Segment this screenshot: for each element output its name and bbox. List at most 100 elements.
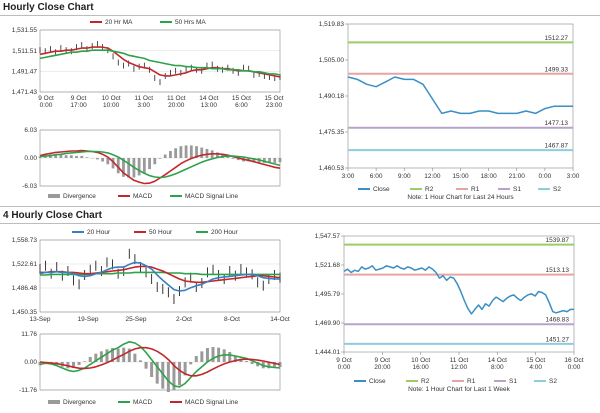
divergence-bar [83, 361, 87, 362]
divergence-bar [233, 355, 237, 362]
four-hourly-price-chart: 20 Hour 50 Hour 200 Hour 1,558.73 1,522.61 1,… [12, 229, 290, 323]
legend-divergence-label: Divergence [63, 193, 96, 200]
divergence-bar [166, 362, 170, 392]
h1-price-xtick-date: 10 Oct [102, 95, 121, 102]
h4-close-xtick-time: 0:00 [338, 364, 351, 371]
hourly-macd-chart: 6.03 0.00 -6.03 Divergence MACD MACD Signal L… [22, 127, 282, 200]
close-line [347, 76, 573, 115]
divergence-bar [205, 348, 209, 362]
divergence-bar [144, 362, 148, 369]
legend-50hrs-ma-label: 50 Hrs MA [175, 19, 206, 26]
h4-macd-ytick-label: -11.76 [19, 387, 37, 394]
macd-line [39, 149, 281, 185]
h1-close-xtick-label: 15:00 [452, 173, 469, 180]
h4-close-xtick-time: 4:00 [529, 364, 542, 371]
divergence-bar [217, 347, 221, 362]
divergence-bar [138, 360, 142, 362]
h1-price-xtick-date: 14 Oct [199, 95, 218, 102]
h1-price-xtick-time: 17:00 [70, 102, 87, 109]
h4-price-xtick-label: 2-Oct [176, 316, 192, 323]
level-s2-label: 1451.27 [546, 336, 570, 343]
legend-200-hour-label: 200 Hour [211, 229, 239, 236]
divergence-bar [272, 362, 276, 368]
legend-r2-label: R2 [425, 186, 434, 193]
h1-price-xtick-date: 11 Oct [134, 95, 153, 102]
divergence-bar [153, 158, 157, 165]
h1-close-ytick-label: 1,460.53 [319, 165, 345, 172]
h4-close-xtick-time: 8:00 [491, 364, 504, 371]
divergence-bar [161, 362, 165, 389]
legend-divergence-label: Divergence [63, 399, 96, 406]
level-s2-label: 1467.87 [545, 143, 569, 150]
level-r2-label: 1512.27 [545, 35, 569, 42]
h1-price-ytick-label: 1,491.47 [12, 69, 38, 76]
h1-close-xtick-label: 6:00 [370, 173, 383, 180]
divergence-bar [54, 154, 58, 158]
divergence-bar [194, 356, 198, 362]
divergence-bar [106, 158, 110, 165]
h4-price-plot-frame [39, 239, 281, 313]
h1-price-xtick-time: 10:00 [103, 102, 120, 109]
legend-s1-label: S1 [509, 378, 517, 385]
h4-price-xtick-label: 8-Oct [224, 316, 240, 323]
hourly-section-title: Hourly Close Chart [3, 2, 94, 13]
divergence-bar [195, 146, 198, 158]
divergence-bar [184, 145, 188, 158]
divergence-bar [94, 353, 98, 362]
divergence-bar [155, 362, 159, 384]
divergence-bar [150, 362, 154, 377]
h1-price-ytick-label: 1,531.55 [12, 27, 38, 34]
h4-close-xtick-time: 20:00 [374, 364, 391, 371]
divergence-bar [215, 152, 219, 158]
macd-signal-line [39, 150, 281, 179]
divergence-bar [256, 362, 260, 367]
h1-close-ytick-label: 1,475.35 [319, 129, 345, 136]
four-hourly-close-levels-chart: 1,547.57 1,521.68 1,495.79 1,469.90 1,444.01… [315, 233, 584, 393]
h4-close-xtick-date: 16 Oct [564, 357, 583, 364]
h4-price-ytick-label: 1,558.73 [12, 237, 38, 244]
h1-close-xtick-label: 12:00 [424, 173, 441, 180]
level-r2-label: 1539.87 [546, 237, 570, 244]
divergence-bar [105, 349, 109, 362]
divergence-bar [245, 361, 249, 362]
legend-macd-signal-label: MACD Signal Line [185, 399, 238, 406]
h4-price-xtick-label: 14-Oct [270, 316, 290, 323]
legend-close-label: Close [369, 378, 386, 385]
h1-close-ytick-label: 1,505.00 [319, 57, 345, 64]
h1-close-xtick-label: 0:00 [539, 173, 552, 180]
divergence-bar [174, 148, 178, 158]
divergence-bar [137, 158, 141, 176]
divergence-bar [172, 362, 176, 391]
divergence-bar [179, 146, 183, 158]
h4-price-xtick-label: 19-Sep [78, 316, 99, 323]
legend-macd-signal-label: MACD Signal Line [185, 193, 238, 200]
h4-close-ytick-label: 1,444.01 [315, 349, 341, 356]
h1-price-xtick-date: 15 Oct [264, 95, 283, 102]
h1-price-xtick-date: 9 Oct [38, 95, 54, 102]
h1-price-xtick-time: 13:00 [201, 102, 218, 109]
divergence-bar [122, 158, 125, 177]
divergence-bar [133, 353, 137, 362]
divergence-bar [158, 158, 162, 159]
macd-line [39, 341, 281, 388]
top-divider [0, 15, 600, 16]
h4-close-ytick-label: 1,547.57 [315, 233, 341, 240]
divergence-bar [142, 158, 146, 174]
divergence-bar [252, 158, 256, 163]
divergence-bar [183, 362, 187, 376]
divergence-bar [95, 158, 99, 160]
h4-close-xtick-date: 10 Oct [411, 357, 430, 364]
divergence-bar [111, 158, 115, 169]
divergence-bar [226, 156, 230, 158]
divergence-bar [80, 155, 84, 158]
divergence-bar [169, 151, 172, 158]
divergence-bar [211, 347, 215, 362]
h4-price-xtick-label: 25-Sep [126, 316, 147, 323]
divergence-bar [77, 362, 81, 365]
h4-close-xtick-date: 11 Oct [450, 357, 469, 364]
h1-price-xtick-date: 11 Oct [167, 95, 186, 102]
divergence-bar [262, 158, 266, 163]
h1-macd-ytick-label: 6.03 [24, 127, 37, 134]
divergence-bar [116, 158, 120, 174]
h4-close-xtick-time: 16:00 [413, 364, 430, 371]
